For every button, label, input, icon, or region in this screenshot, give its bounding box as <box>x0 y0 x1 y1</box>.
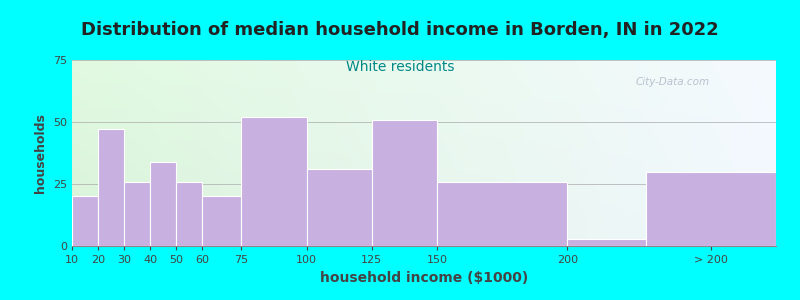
Y-axis label: households: households <box>34 113 47 193</box>
Bar <box>124 182 150 246</box>
Bar <box>437 182 567 246</box>
Bar <box>150 162 176 246</box>
Bar <box>646 172 776 246</box>
Bar <box>98 129 124 246</box>
Bar <box>176 182 202 246</box>
Text: Distribution of median household income in Borden, IN in 2022: Distribution of median household income … <box>81 21 719 39</box>
Bar <box>567 238 646 246</box>
Bar <box>202 196 242 246</box>
Text: City-Data.com: City-Data.com <box>635 77 710 87</box>
Bar <box>242 117 306 246</box>
Bar <box>372 119 437 246</box>
Text: White residents: White residents <box>346 60 454 74</box>
X-axis label: household income ($1000): household income ($1000) <box>320 271 528 285</box>
Bar <box>306 169 372 246</box>
Bar <box>72 196 98 246</box>
